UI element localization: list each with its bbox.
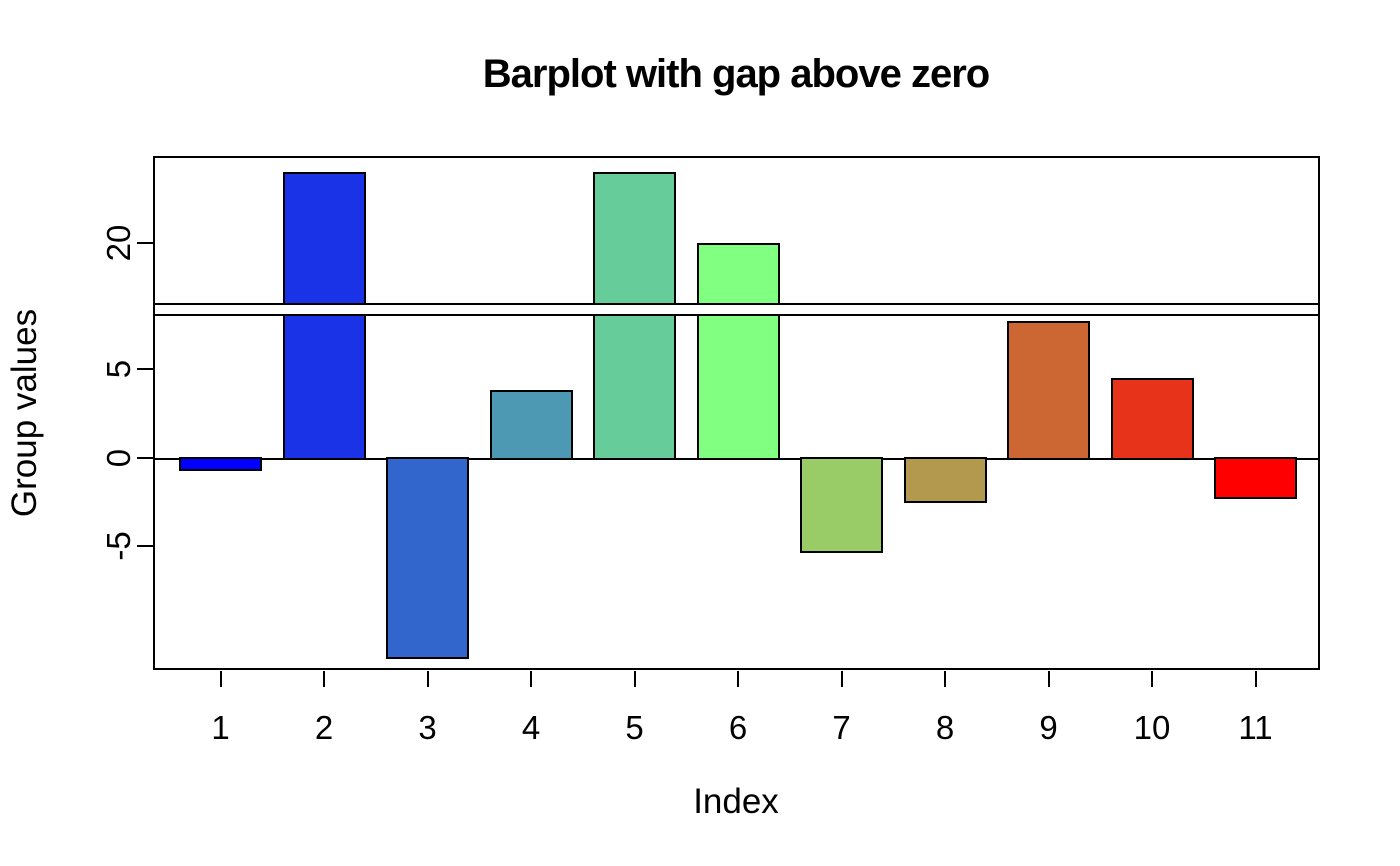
y-tick [136, 367, 153, 370]
axis-break-gap [152, 305, 1320, 314]
x-tick-label: 3 [418, 709, 437, 746]
bar-9-lower [1007, 320, 1090, 460]
x-tick-label: 4 [521, 709, 541, 746]
x-tick-label: 2 [314, 709, 334, 746]
x-tick [1151, 671, 1153, 687]
x-tick [530, 671, 532, 687]
x-tick-label: 7 [832, 709, 851, 746]
bar-6-lower [696, 315, 780, 460]
lower-panel [152, 313, 1320, 670]
x-tick-label: 8 [935, 709, 955, 746]
y-tick [136, 456, 153, 459]
bar-5-upper [593, 171, 676, 303]
y-tick-label: 20 [100, 224, 137, 262]
upper-panel [152, 156, 1320, 305]
x-tick [1047, 671, 1050, 687]
bar-10-lower [1110, 377, 1194, 460]
y-tick [136, 241, 153, 244]
x-axis-label: Index [693, 782, 779, 821]
bar-7-lower [800, 456, 883, 553]
x-tick [219, 671, 222, 687]
bar-1-lower [179, 456, 262, 471]
y-axis-label: Group values [5, 308, 44, 518]
chart-title: Barplot with gap above zero [482, 52, 990, 96]
bar-3-lower [386, 456, 469, 660]
x-tick-label: 1 [211, 709, 230, 746]
x-tick [426, 671, 429, 687]
x-tick-label: 11 [1238, 709, 1273, 746]
x-tick [633, 671, 636, 687]
bar-6-upper [696, 242, 780, 303]
bar-8-lower [903, 456, 987, 503]
x-tick-label: 6 [728, 709, 748, 746]
bar-11-lower [1214, 456, 1297, 500]
x-tick-label: 9 [1039, 709, 1058, 746]
x-tick [737, 671, 739, 687]
bar-5-lower [593, 315, 676, 460]
y-tick [136, 545, 153, 548]
bar-2-upper [282, 171, 366, 303]
x-tick [840, 671, 843, 687]
x-tick [944, 671, 946, 687]
x-tick-label: 10 [1133, 709, 1171, 746]
x-tick [1254, 671, 1257, 687]
x-tick [323, 671, 325, 687]
bar-2-lower [282, 315, 366, 460]
y-tick-label: -5 [100, 531, 137, 562]
bar-4-lower [489, 389, 573, 460]
x-tick-label: 5 [625, 709, 644, 746]
